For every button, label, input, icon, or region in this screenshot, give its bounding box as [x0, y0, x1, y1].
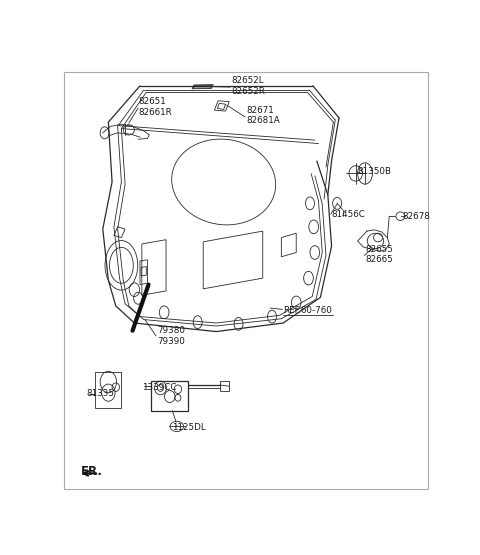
- Text: 82655
82665: 82655 82665: [365, 245, 393, 264]
- Text: REF.60-760: REF.60-760: [283, 306, 332, 315]
- Text: FR.: FR.: [81, 465, 102, 478]
- Text: 82652L
82652R: 82652L 82652R: [231, 76, 265, 95]
- Text: 81335: 81335: [86, 389, 114, 398]
- Text: 82671
82681A: 82671 82681A: [246, 106, 280, 125]
- Text: 1339CC: 1339CC: [142, 382, 176, 392]
- Text: 82651
82661R: 82651 82661R: [138, 98, 172, 117]
- Text: 1125DL: 1125DL: [172, 423, 205, 432]
- Text: 82678: 82678: [402, 211, 430, 221]
- Text: 81350B: 81350B: [358, 167, 392, 176]
- Text: 81456C: 81456C: [332, 210, 365, 219]
- Text: 79380
79390: 79380 79390: [156, 326, 185, 346]
